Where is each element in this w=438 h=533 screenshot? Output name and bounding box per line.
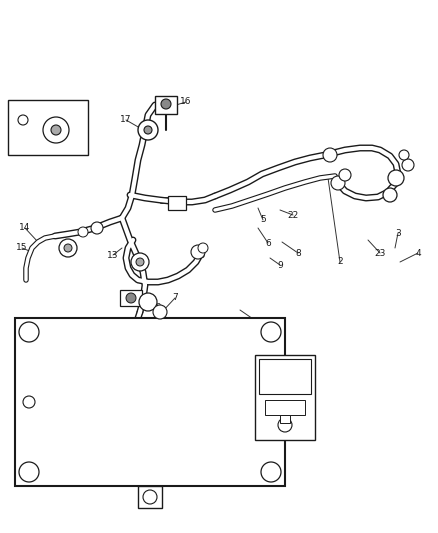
Circle shape [136,258,144,266]
Bar [168,196,186,210]
Circle shape [278,418,292,432]
Bar [15,318,285,486]
Text: 13: 13 [107,251,119,260]
Circle shape [19,462,39,482]
Text: 10: 10 [151,303,163,312]
Circle shape [402,159,414,171]
Text: 18: 18 [159,198,171,206]
Circle shape [51,125,61,135]
Text: 3: 3 [395,229,401,238]
Circle shape [43,117,69,143]
Bar [120,290,142,306]
Text: 16: 16 [180,98,192,107]
Text: 2: 2 [337,257,343,266]
Circle shape [261,322,281,342]
Text: 25: 25 [194,252,206,261]
Text: 23: 23 [62,246,74,254]
Bar [255,355,315,440]
Circle shape [126,293,136,303]
Text: 26: 26 [266,327,278,336]
Text: 24: 24 [142,295,154,304]
Circle shape [78,227,88,237]
Bar [259,359,311,394]
Text: 8: 8 [295,248,301,257]
Text: 17: 17 [120,116,132,125]
Text: 6: 6 [265,238,271,247]
Text: 22: 22 [287,211,299,220]
Circle shape [323,148,337,162]
Text: 14: 14 [19,223,31,232]
Text: 28: 28 [272,364,284,373]
Circle shape [143,490,157,504]
Circle shape [331,176,345,190]
Text: 7: 7 [172,294,178,303]
Text: 12: 12 [129,290,141,300]
Circle shape [139,293,157,311]
Circle shape [91,222,103,234]
Circle shape [131,253,149,271]
Text: 19: 19 [16,139,28,148]
Text: 21: 21 [59,135,71,144]
Bar [138,486,162,508]
Text: 1: 1 [92,391,98,400]
Circle shape [144,126,152,134]
Text: 11: 11 [136,261,148,270]
Circle shape [261,462,281,482]
Circle shape [388,170,404,186]
Text: 9: 9 [277,261,283,270]
Circle shape [138,120,158,140]
Text: 15: 15 [16,244,28,253]
Circle shape [383,188,397,202]
Text: 23: 23 [374,248,386,257]
Bar [280,415,290,423]
Circle shape [18,115,28,125]
Circle shape [191,245,205,259]
Circle shape [399,150,409,160]
Text: 5: 5 [260,215,266,224]
Text: 20: 20 [16,109,28,117]
Circle shape [59,239,77,257]
Bar [155,96,177,114]
Circle shape [19,322,39,342]
Text: 4: 4 [415,248,421,257]
Circle shape [198,243,208,253]
Circle shape [23,396,35,408]
Circle shape [153,305,167,319]
Circle shape [161,99,171,109]
Bar [8,100,88,155]
Bar [265,400,305,415]
Circle shape [339,169,351,181]
Circle shape [64,244,72,252]
